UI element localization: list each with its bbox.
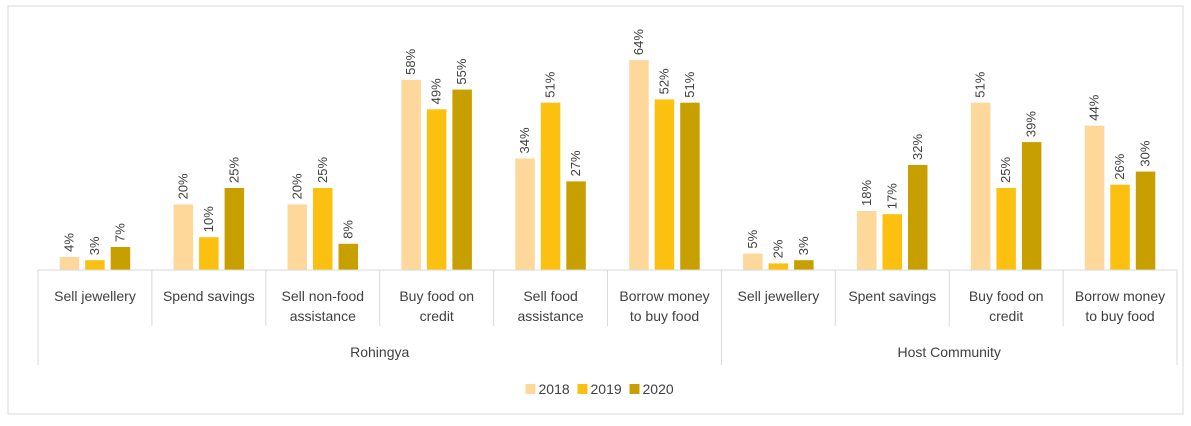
category-label: Sell non-food: [282, 288, 365, 304]
bar-host-community-1-2019: [768, 263, 789, 270]
data-label: 18%: [859, 180, 874, 206]
category-label: assistance: [290, 308, 356, 324]
legend-swatch-2020: [629, 384, 640, 394]
data-label: 27%: [568, 150, 583, 176]
data-label: 26%: [1112, 153, 1127, 179]
bar-rohingya-4-2020: [452, 89, 472, 270]
bar-rohingya-5-2019: [540, 102, 561, 270]
bar-rohingya-2-2019: [199, 237, 219, 270]
bar-host-community-2-2019: [882, 214, 902, 270]
data-label: 7%: [113, 223, 128, 242]
bar-rohingya-1-2019: [85, 260, 105, 270]
bar-rohingya-6-2018: [629, 60, 649, 270]
data-label: 44%: [1087, 94, 1102, 120]
category-label: Spend savings: [163, 288, 255, 304]
data-label: 25%: [998, 157, 1013, 183]
data-label: 3%: [87, 236, 102, 255]
bar-host-community-4-2020: [1135, 171, 1156, 270]
bar-host-community-1-2018: [743, 253, 763, 270]
data-label: 3%: [796, 236, 811, 255]
bars-layer: 4% 3% 7% 20% 10% 25% 20% 25% 8% 58% 49% 55% 34% 51% 27…: [59, 29, 1156, 271]
data-label: 52%: [657, 68, 672, 94]
bar-rohingya-5-2018: [515, 158, 535, 270]
bar-rohingya-2-2018: [173, 204, 194, 270]
bar-rohingya-5-2020: [566, 181, 586, 270]
data-label: 10%: [201, 206, 216, 232]
chart-border: [7, 5, 1184, 415]
category-label: credit: [420, 308, 454, 324]
legend-label-2018: 2018: [539, 381, 570, 397]
data-label: 34%: [517, 127, 532, 153]
category-label: assistance: [518, 308, 584, 324]
category-label: to buy food: [630, 308, 699, 324]
data-label: 39%: [1024, 111, 1039, 137]
legend-label-2020: 2020: [643, 381, 674, 397]
data-label: 2%: [770, 239, 785, 258]
data-label: 20%: [289, 173, 304, 199]
data-label: 17%: [884, 183, 899, 209]
data-label: 32%: [910, 134, 925, 160]
bar-rohingya-4-2018: [401, 79, 421, 270]
bar-rohingya-2-2020: [224, 188, 245, 270]
category-label: credit: [989, 308, 1023, 324]
data-label: 58%: [403, 48, 418, 74]
bar-rohingya-4-2019: [426, 109, 447, 270]
category-label: Sell jewellery: [738, 288, 820, 304]
data-label: 51%: [682, 71, 697, 97]
bar-host-community-1-2020: [794, 260, 814, 270]
category-label: Spent savings: [848, 288, 936, 304]
bar-rohingya-1-2020: [110, 247, 131, 270]
data-label: 64%: [631, 29, 646, 55]
bar-rohingya-6-2019: [654, 99, 675, 271]
data-label: 4%: [62, 233, 77, 252]
bar-rohingya-1-2018: [59, 256, 80, 270]
data-label: 49%: [429, 78, 444, 104]
bar-host-community-3-2018: [970, 102, 991, 270]
bar-rohingya-6-2020: [680, 102, 700, 270]
legend-label-2019: 2019: [591, 381, 622, 397]
category-label: Borrow money: [1075, 288, 1165, 304]
bar-rohingya-3-2019: [313, 188, 333, 270]
category-label: Borrow money: [619, 288, 709, 304]
category-label: to buy food: [1085, 308, 1154, 324]
data-label: 25%: [315, 157, 330, 183]
data-label: 55%: [454, 58, 469, 84]
bar-host-community-4-2018: [1084, 125, 1105, 270]
bar-rohingya-3-2020: [338, 243, 358, 270]
category-label: Buy food on: [399, 288, 474, 304]
bar-host-community-3-2019: [996, 188, 1016, 270]
data-label: 20%: [175, 173, 190, 199]
bar-host-community-3-2020: [1021, 142, 1042, 270]
bar-rohingya-3-2018: [287, 204, 307, 270]
data-label: 25%: [226, 157, 241, 183]
category-label: Buy food on: [969, 288, 1044, 304]
axis-layer: Sell jewellery Spend savings Sell non-food…: [37, 269, 1178, 365]
legend-swatch-2019: [577, 384, 588, 394]
group-label-host-community: Host Community: [897, 344, 1000, 360]
category-label: Sell food: [523, 288, 577, 304]
data-label: 51%: [543, 71, 558, 97]
category-label: Sell jewellery: [54, 288, 136, 304]
data-label: 51%: [973, 71, 988, 97]
data-label: 30%: [1138, 140, 1153, 166]
bar-host-community-2-2018: [857, 211, 877, 270]
legend: 2018 2019 2020: [525, 381, 674, 397]
data-label: 5%: [745, 229, 760, 248]
bar-host-community-2-2020: [908, 165, 928, 270]
group-label-rohingya: Rohingya: [350, 344, 409, 360]
legend-swatch-2018: [525, 384, 536, 394]
data-label: 8%: [340, 220, 355, 239]
bar-host-community-4-2019: [1110, 184, 1130, 270]
